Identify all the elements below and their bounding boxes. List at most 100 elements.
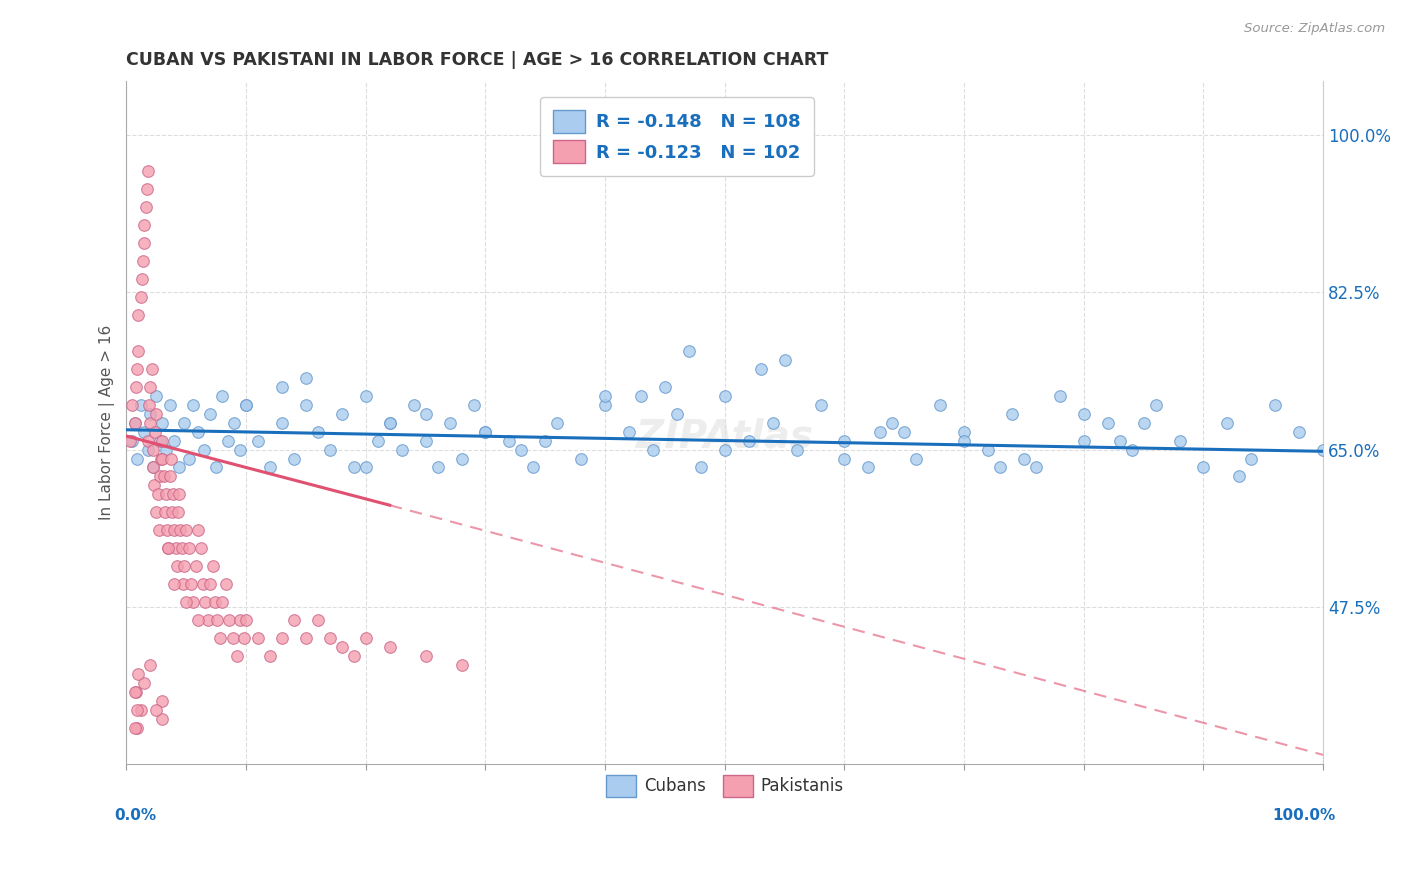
Point	[124, 416, 146, 430]
Point	[738, 434, 761, 448]
Point	[193, 442, 215, 457]
Point	[1025, 460, 1047, 475]
Point	[150, 712, 173, 726]
Point	[498, 434, 520, 448]
Point	[415, 407, 437, 421]
Point	[132, 254, 155, 268]
Point	[858, 460, 880, 475]
Point	[207, 613, 229, 627]
Point	[167, 505, 190, 519]
Point	[714, 389, 737, 403]
Point	[136, 442, 159, 457]
Point	[617, 425, 640, 439]
Point	[173, 416, 195, 430]
Point	[235, 613, 257, 627]
Point	[762, 416, 785, 430]
Point	[343, 460, 366, 475]
Point	[155, 487, 177, 501]
Point	[929, 398, 952, 412]
Point	[367, 434, 389, 448]
Point	[1264, 398, 1286, 412]
Point	[150, 416, 173, 430]
Point	[142, 460, 165, 475]
Point	[546, 416, 568, 430]
Point	[232, 631, 254, 645]
Point	[150, 451, 173, 466]
Point	[138, 398, 160, 412]
Point	[1227, 469, 1250, 483]
Point	[160, 505, 183, 519]
Point	[127, 703, 149, 717]
Point	[463, 398, 485, 412]
Point	[215, 577, 238, 591]
Point	[150, 434, 173, 448]
Point	[271, 379, 294, 393]
Point	[129, 290, 152, 304]
Point	[630, 389, 652, 403]
Point	[162, 487, 184, 501]
Point	[204, 595, 226, 609]
Point	[714, 442, 737, 457]
Point	[157, 541, 180, 556]
Point	[271, 631, 294, 645]
Point	[665, 407, 688, 421]
Point	[1073, 407, 1095, 421]
Point	[330, 640, 353, 654]
Point	[1097, 416, 1119, 430]
Point	[593, 398, 616, 412]
Point	[749, 361, 772, 376]
Point	[510, 442, 533, 457]
Point	[402, 398, 425, 412]
Point	[222, 631, 245, 645]
Point	[134, 218, 156, 232]
Point	[654, 379, 676, 393]
Point	[127, 721, 149, 735]
Point	[211, 595, 233, 609]
Point	[159, 398, 181, 412]
Point	[180, 577, 202, 591]
Point	[869, 425, 891, 439]
Point	[125, 379, 148, 393]
Point	[205, 460, 228, 475]
Point	[124, 416, 146, 430]
Point	[142, 460, 165, 475]
Point	[169, 524, 191, 538]
Point	[190, 541, 212, 556]
Point	[319, 442, 342, 457]
Point	[194, 595, 217, 609]
Point	[1012, 451, 1035, 466]
Point	[176, 595, 198, 609]
Point	[247, 631, 270, 645]
Point	[593, 389, 616, 403]
Point	[187, 425, 209, 439]
Point	[163, 434, 186, 448]
Point	[149, 469, 172, 483]
Point	[135, 200, 157, 214]
Point	[225, 649, 247, 664]
Point	[1312, 442, 1334, 457]
Point	[1121, 442, 1143, 457]
Point	[183, 595, 205, 609]
Point	[953, 425, 976, 439]
Point	[197, 613, 219, 627]
Point	[271, 416, 294, 430]
Point	[127, 451, 149, 466]
Point	[283, 451, 305, 466]
Text: Source: ZipAtlas.com: Source: ZipAtlas.com	[1244, 22, 1385, 36]
Point	[176, 524, 198, 538]
Point	[139, 416, 162, 430]
Point	[129, 398, 152, 412]
Point	[1144, 398, 1167, 412]
Point	[391, 442, 413, 457]
Point	[229, 613, 252, 627]
Point	[786, 442, 808, 457]
Point	[354, 460, 377, 475]
Point	[201, 559, 224, 574]
Point	[173, 559, 195, 574]
Point	[678, 343, 700, 358]
Point	[295, 631, 318, 645]
Point	[378, 416, 401, 430]
Point	[153, 505, 176, 519]
Point	[1108, 434, 1130, 448]
Point	[569, 451, 592, 466]
